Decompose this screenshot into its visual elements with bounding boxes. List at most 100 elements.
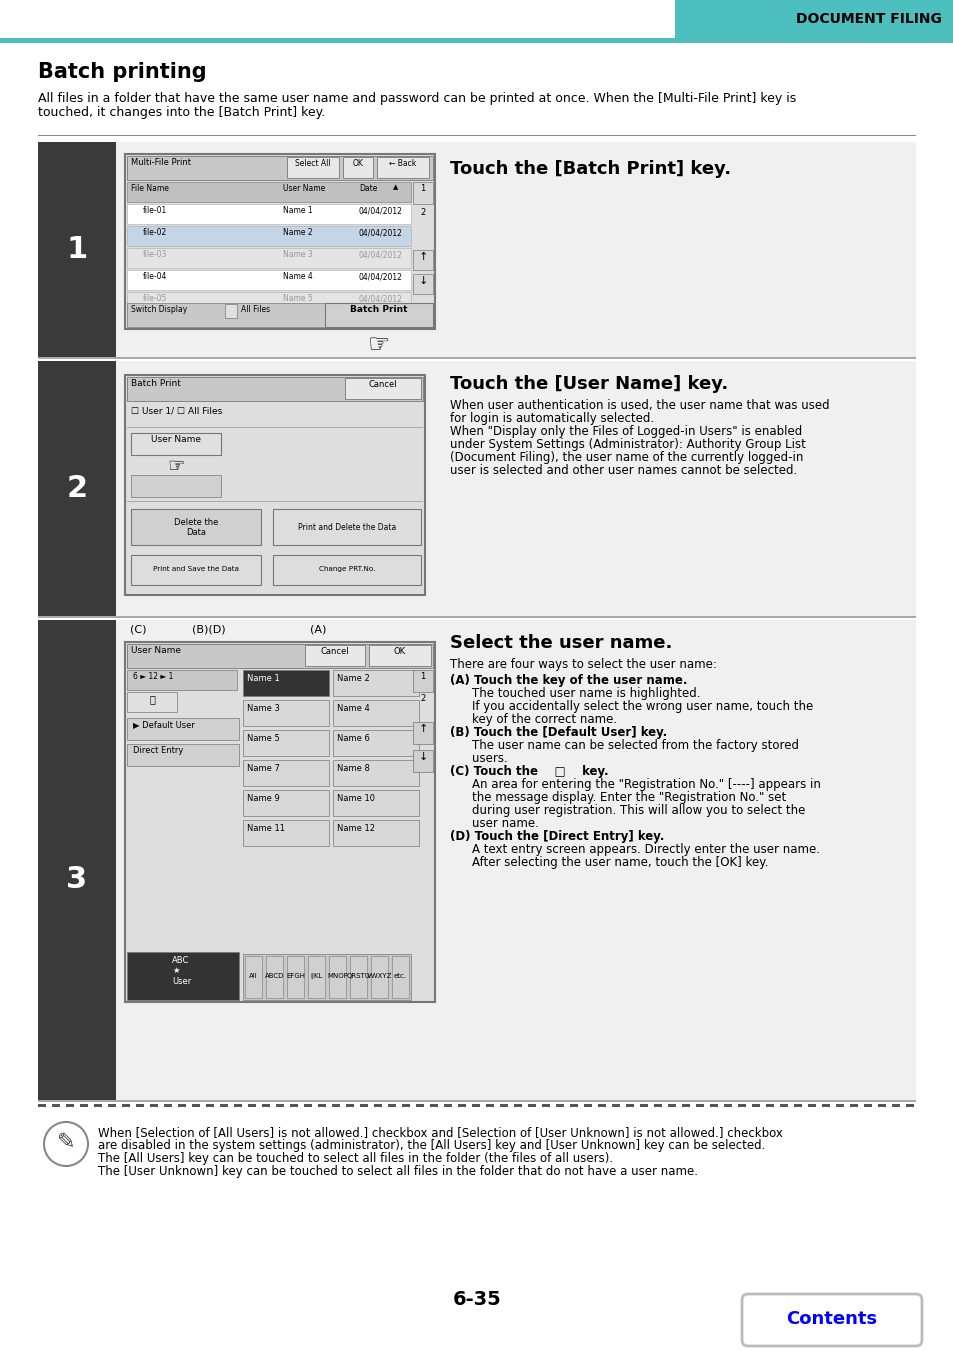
Bar [192,1104,200,1106]
Bar [225,304,236,317]
Text: An area for entering the "Registration No." [----] appears in: An area for entering the "Registration N… [472,778,820,790]
Bar [245,957,262,998]
Bar [150,1104,158,1106]
Bar [345,378,420,399]
Bar [371,957,388,998]
Bar [863,1104,871,1106]
Text: ↑: ↑ [417,253,427,262]
Bar [343,157,373,178]
Text: for login is automatically selected.: for login is automatically selected. [450,412,654,426]
Bar [527,1104,536,1106]
Bar [556,1104,563,1106]
Bar [457,1104,465,1106]
FancyBboxPatch shape [741,1294,921,1346]
Text: (A) Touch the key of the user name.: (A) Touch the key of the user name. [450,674,687,688]
Text: Change PRT.No.: Change PRT.No. [318,566,375,571]
Text: etc.: etc. [394,973,407,979]
Bar [430,1104,437,1106]
Bar [38,142,116,357]
Text: Name 12: Name 12 [336,824,375,834]
Text: (A): (A) [310,624,326,634]
Bar [359,1104,368,1106]
Bar [127,249,411,267]
Text: Cancel: Cancel [368,380,396,389]
Bar [127,670,236,690]
Text: 2: 2 [420,694,425,703]
Bar [125,376,424,594]
Circle shape [44,1121,88,1166]
Text: DOCUMENT FILING: DOCUMENT FILING [796,12,941,26]
Bar [514,1104,521,1106]
Text: Print and Save the Data: Print and Save the Data [152,566,239,571]
Bar [877,1104,885,1106]
Bar [369,644,431,666]
Bar [80,1104,88,1106]
Bar [243,761,329,786]
Text: Cancel: Cancel [320,647,349,657]
Text: Switch Display: Switch Display [131,305,187,313]
Bar [598,1104,605,1106]
Bar [905,1104,913,1106]
Text: Name 7: Name 7 [247,765,279,773]
Bar [333,790,418,816]
Text: The [All Users] key can be touched to select all files in the folder (the files : The [All Users] key can be touched to se… [98,1152,613,1165]
Bar [116,361,915,616]
Bar [485,1104,494,1106]
Bar [317,1104,326,1106]
Text: VWXYZ: VWXYZ [366,973,392,979]
Bar [206,1104,213,1106]
Bar [287,157,338,178]
Bar [52,1104,60,1106]
Bar [127,303,433,327]
Text: user name.: user name. [472,817,538,830]
Text: Select the user name.: Select the user name. [450,634,672,653]
Bar [94,1104,102,1106]
Bar [38,361,116,616]
Text: When "Display only the Files of Logged-in Users" is enabled: When "Display only the Files of Logged-i… [450,426,801,438]
Bar [273,555,420,585]
Text: OK: OK [353,159,363,168]
Text: (B) Touch the [Default User] key.: (B) Touch the [Default User] key. [450,725,666,739]
Text: 2: 2 [67,474,88,503]
Bar [243,820,329,846]
Text: file-03: file-03 [143,250,167,259]
Bar [243,700,329,725]
Text: are disabled in the system settings (administrator), the [All Users] key and [Us: are disabled in the system settings (adm… [98,1139,764,1152]
Text: (C) Touch the    □    key.: (C) Touch the □ key. [450,765,608,778]
Bar [127,952,239,1000]
Text: After selecting the user name, touch the [OK] key.: After selecting the user name, touch the… [472,857,767,869]
Bar [675,0,953,38]
Bar [136,1104,144,1106]
Bar [131,434,221,455]
Text: 3: 3 [67,866,88,894]
Text: MNOP: MNOP [327,973,348,979]
Text: user is selected and other user names cannot be selected.: user is selected and other user names ca… [450,463,797,477]
Text: ↑: ↑ [417,724,427,734]
Text: ☞: ☞ [167,457,185,476]
Bar [333,761,418,786]
Bar [332,1104,339,1106]
Bar [835,1104,843,1106]
Bar [350,957,367,998]
Text: All Files: All Files [241,305,270,313]
Text: Name 5: Name 5 [283,295,313,303]
Text: 👤: 👤 [149,694,154,704]
Bar [127,644,433,667]
Text: 6-35: 6-35 [452,1290,501,1309]
Text: A text entry screen appears. Directly enter the user name.: A text entry screen appears. Directly en… [472,843,820,857]
Bar [127,377,422,401]
Text: 04/04/2012: 04/04/2012 [358,272,402,281]
Text: If you accidentally select the wrong user name, touch the: If you accidentally select the wrong use… [472,700,812,713]
Bar [290,1104,297,1106]
Bar [164,1104,172,1106]
Text: ABCD: ABCD [265,973,284,979]
Text: Name 9: Name 9 [247,794,279,802]
Bar [38,1100,915,1101]
Bar [413,721,433,744]
Bar [709,1104,718,1106]
Bar [765,1104,773,1106]
Bar [696,1104,703,1106]
Text: Direct Entry: Direct Entry [132,746,183,755]
Bar [287,957,304,998]
Text: All: All [249,973,257,979]
